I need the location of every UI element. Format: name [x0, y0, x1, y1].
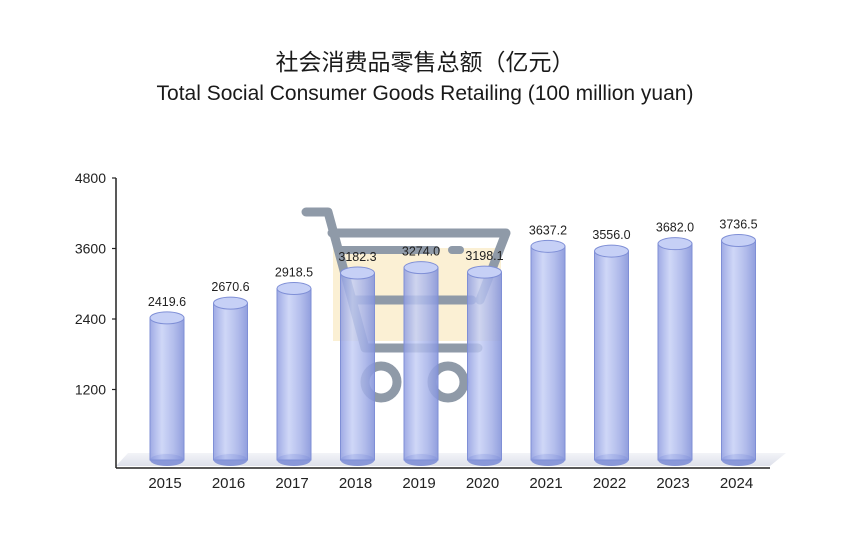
bar-top	[530, 239, 566, 253]
y-tick-label: 1200	[75, 382, 106, 398]
bar-2020: 3198.1	[465, 249, 504, 466]
bar-2018: 3182.3	[338, 250, 377, 466]
x-tick-label: 2019	[402, 475, 435, 492]
x-tick-label: 2021	[529, 475, 562, 492]
bar-2017: 2918.5	[275, 266, 313, 466]
x-axis-labels: 2015 2016 2017 2018 2019 2020 2021 2022 2023 2024	[148, 475, 753, 492]
data-label: 2918.5	[275, 266, 313, 280]
data-label: 2670.6	[211, 280, 249, 294]
chart-subtitle: Total Social Consumer Goods Retailing (1…	[157, 82, 694, 105]
bar-body	[721, 239, 756, 461]
bar-2019: 3274.0	[402, 245, 440, 466]
data-label: 3274.0	[402, 245, 440, 259]
x-tick-label: 2017	[275, 475, 308, 492]
bar-2022: 3556.0	[592, 228, 631, 466]
bar-body	[340, 272, 375, 461]
bar-top	[467, 265, 502, 279]
bar-body	[594, 250, 629, 461]
x-tick-label: 2015	[148, 475, 181, 492]
data-label: 3637.2	[529, 223, 567, 237]
y-tick-label: 4800	[75, 170, 106, 186]
chart-title: 社会消费品零售总额（亿元）	[276, 50, 575, 76]
bars: 2419.6 2670.6 2918.5 3182.3 3274.0 3198.1 3637…	[148, 217, 758, 466]
bar-body	[213, 302, 248, 461]
x-tick-label: 2024	[720, 475, 753, 492]
bar-body	[149, 317, 185, 461]
x-tick-label: 2020	[466, 475, 499, 492]
bar-top	[213, 296, 248, 310]
x-tick-label: 2022	[593, 475, 626, 492]
bar-2016: 2670.6	[211, 280, 250, 466]
bar-2021: 3637.2	[529, 223, 567, 466]
bar-top	[657, 237, 693, 251]
bar-top	[403, 261, 439, 275]
bar-body	[467, 271, 502, 461]
x-tick-label: 2016	[212, 475, 245, 492]
y-tick-label: 3600	[75, 241, 106, 257]
data-label: 3556.0	[592, 228, 630, 242]
bar-top	[149, 311, 185, 325]
bar-body	[276, 288, 312, 461]
bar-2024: 3736.5	[719, 217, 758, 466]
bar-top	[721, 233, 756, 247]
bar-top	[340, 266, 375, 280]
x-tick-label: 2023	[656, 475, 689, 492]
data-label: 2419.6	[148, 295, 186, 309]
data-label: 3682.0	[656, 221, 694, 235]
bar-2015: 2419.6	[148, 295, 186, 466]
bar-top	[594, 244, 629, 258]
data-label: 3182.3	[338, 250, 376, 264]
y-axis-ticks: 1200 2400 3600 4800	[75, 170, 116, 398]
bar-2023: 3682.0	[656, 221, 694, 466]
x-tick-label: 2018	[339, 475, 372, 492]
bar-top	[276, 282, 312, 296]
data-label: 3736.5	[719, 217, 757, 231]
bar-body	[403, 267, 439, 461]
y-tick-label: 2400	[75, 311, 106, 327]
data-label: 3198.1	[465, 249, 503, 263]
bar-body	[657, 243, 693, 461]
bar-body	[530, 245, 566, 461]
